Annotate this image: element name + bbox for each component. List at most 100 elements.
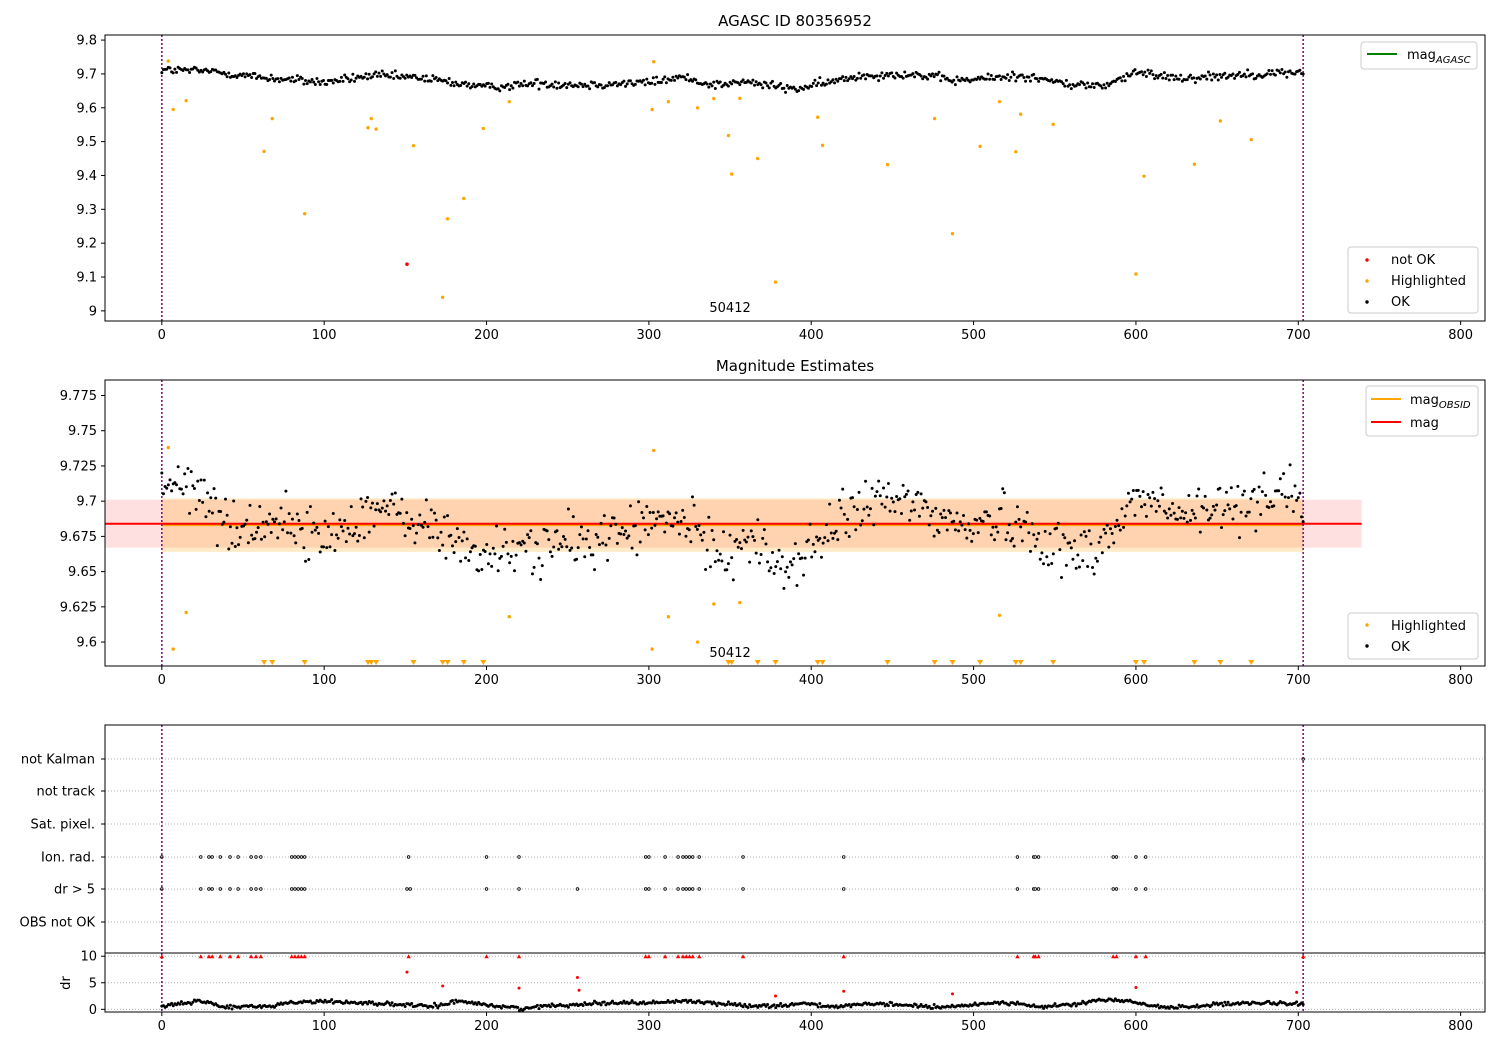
- ok-point: [759, 553, 763, 557]
- ok-point: [374, 70, 378, 74]
- legend-box: [1360, 41, 1478, 70]
- ok-point: [297, 518, 301, 522]
- ok-point: [625, 536, 629, 540]
- ok-point: [895, 71, 899, 75]
- ok-point: [532, 82, 536, 86]
- ok-point: [418, 513, 422, 517]
- ok-point: [1283, 495, 1287, 499]
- ok-point: [690, 79, 694, 83]
- highlighted-point: [184, 610, 188, 615]
- ok-point: [321, 78, 325, 82]
- ok-point: [478, 552, 482, 556]
- ok-point: [321, 545, 325, 549]
- ok-point: [885, 71, 889, 75]
- ok-point: [1269, 500, 1273, 504]
- legend-mag-agasc[interactable]: magAGASC: [1360, 41, 1478, 70]
- ok-point: [341, 529, 345, 533]
- ok-point: [250, 75, 254, 79]
- ok-point: [1079, 533, 1083, 537]
- highlighted-point: [366, 126, 370, 130]
- ok-point: [326, 525, 330, 529]
- ok-point: [380, 506, 384, 510]
- ok-point: [741, 78, 745, 82]
- ok-point: [442, 515, 446, 519]
- ok-point: [687, 528, 691, 532]
- dr-point: [170, 1001, 174, 1005]
- ok-point: [726, 562, 730, 566]
- ok-point: [622, 533, 626, 537]
- ok-point: [957, 529, 961, 533]
- ok-point: [1126, 491, 1130, 495]
- ok-point: [873, 494, 877, 498]
- ok-point: [557, 81, 561, 85]
- legend-points-agasc[interactable]: not OK Highlighted OK: [1347, 246, 1479, 314]
- legend-mag-lines[interactable]: magOBSID mag: [1365, 385, 1479, 437]
- ok-point: [1285, 75, 1289, 79]
- ok-point: [1171, 501, 1175, 505]
- dr-point: [741, 1005, 745, 1009]
- ok-point: [1113, 524, 1117, 528]
- ok-point: [253, 72, 257, 76]
- ok-point: [655, 75, 659, 79]
- ok-point: [513, 569, 517, 573]
- ok-point: [1166, 516, 1170, 520]
- ok-point: [942, 74, 946, 78]
- ok-point: [792, 85, 796, 89]
- ok-point: [286, 531, 290, 535]
- ok-point: [913, 508, 917, 512]
- ok-point: [988, 77, 992, 81]
- highlighted-point: [171, 107, 175, 112]
- dr-point: [1175, 1006, 1179, 1010]
- flag-marker: [207, 887, 211, 891]
- ok-point: [710, 529, 714, 533]
- ok-point: [851, 496, 855, 500]
- highlighted-point: [650, 107, 654, 112]
- dr-clipped-marker: [258, 954, 264, 959]
- flag-marker: [575, 887, 580, 891]
- ok-point: [1025, 510, 1029, 514]
- ok-point: [819, 555, 823, 559]
- ok-point: [1035, 77, 1039, 81]
- highlighted-point: [738, 600, 742, 605]
- ok-point: [1006, 531, 1010, 535]
- legend-marker-highlighted: [1365, 623, 1369, 627]
- ok-point: [841, 75, 845, 79]
- ok-point: [591, 553, 595, 557]
- flag-marker: [207, 855, 211, 859]
- ok-point: [209, 70, 213, 74]
- dr-clipped-marker: [218, 954, 223, 959]
- ok-point: [1171, 73, 1175, 77]
- ok-point: [441, 543, 445, 547]
- dr-point: [179, 1000, 183, 1004]
- flag-row-label: OBS not OK: [20, 916, 96, 931]
- ok-point: [335, 533, 339, 537]
- highlighted-point: [1014, 150, 1018, 154]
- dr-point: [343, 1001, 347, 1005]
- ok-point: [517, 541, 521, 545]
- flag-marker: [299, 855, 304, 859]
- ok-point: [1002, 491, 1006, 495]
- flag-marker: [741, 855, 745, 859]
- ok-point: [201, 70, 205, 74]
- ok-point: [433, 511, 437, 515]
- ok-point: [529, 81, 533, 85]
- ok-point: [908, 518, 912, 522]
- ok-point: [1051, 552, 1055, 556]
- ok-point: [653, 82, 657, 86]
- x-tick-label: 0: [158, 673, 166, 688]
- dr-outlier-point: [575, 975, 579, 979]
- legend-points-magnitude[interactable]: Highlighted OK: [1347, 612, 1479, 660]
- highlighted-point: [650, 647, 654, 651]
- ok-point: [426, 525, 430, 529]
- ok-point: [424, 498, 428, 502]
- ok-point: [366, 77, 370, 81]
- ok-point: [929, 514, 933, 518]
- flag-marker: [1036, 887, 1041, 891]
- x-tick-label: 700: [1286, 328, 1311, 343]
- ok-point: [754, 551, 758, 555]
- ok-point: [294, 541, 298, 545]
- ok-point: [366, 496, 370, 500]
- flag-marker: [684, 887, 688, 891]
- flag-marker: [681, 887, 685, 891]
- ok-point: [607, 81, 611, 85]
